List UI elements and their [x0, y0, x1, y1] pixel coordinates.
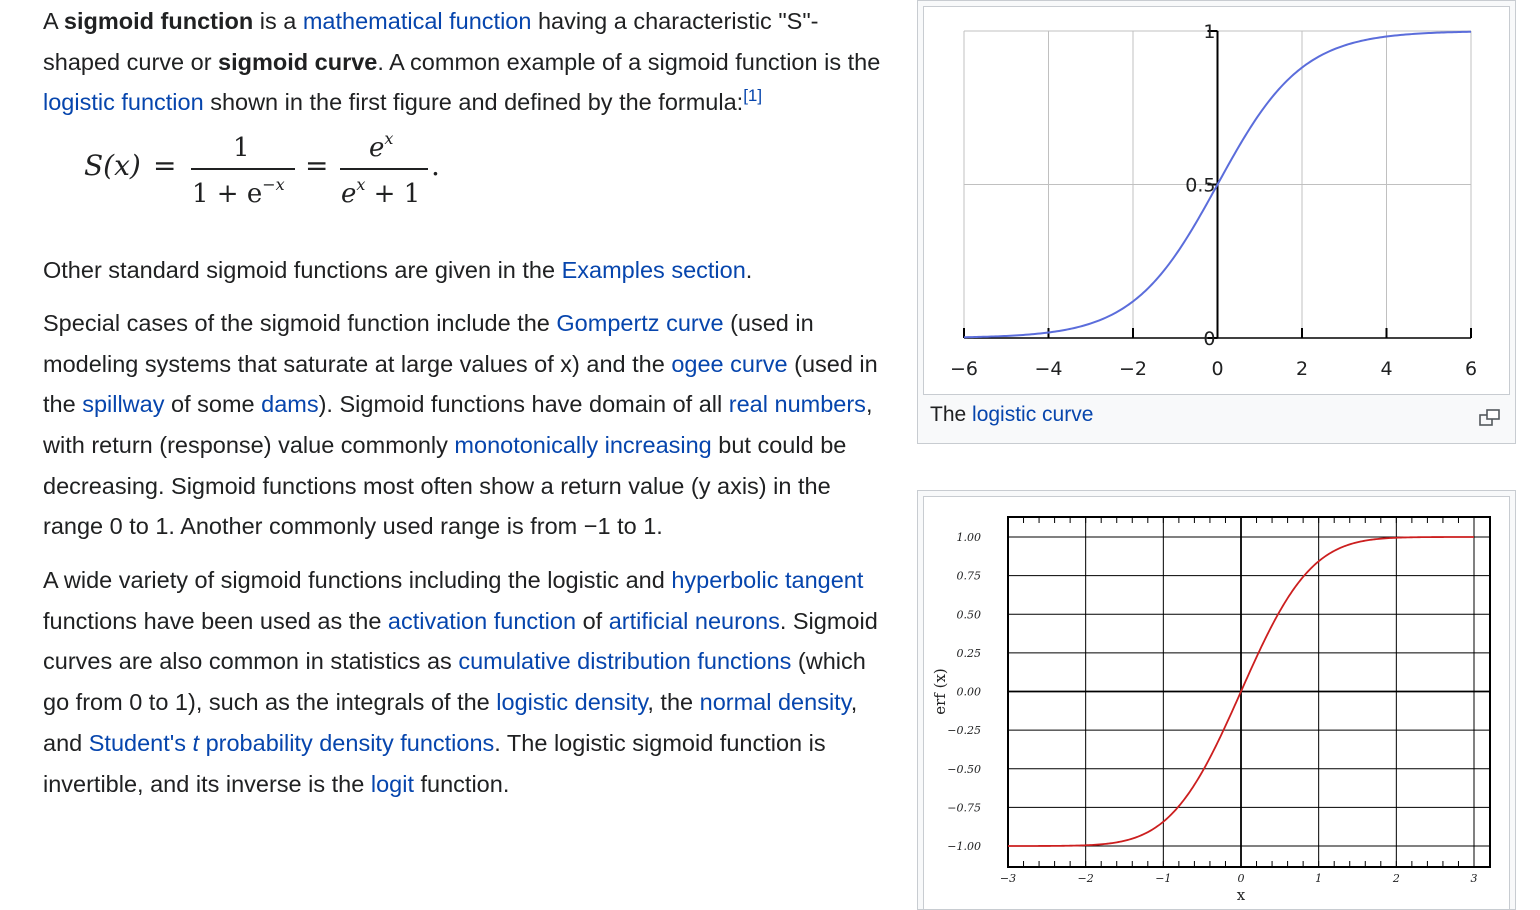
x-tick-label: 4 [1380, 358, 1392, 380]
fraction-bar-1 [191, 168, 295, 170]
fraction-bar-2 [340, 168, 428, 170]
formula-period: . [431, 146, 440, 187]
text-run: ). Sigmoid functions have domain of all [319, 391, 729, 417]
formula-equals-1: = [153, 146, 176, 187]
y-tick-label: 1.00 [957, 531, 982, 544]
y-tick-label: 0.00 [957, 686, 982, 699]
inline-link[interactable]: logistic density [496, 689, 647, 715]
examples-paragraph: Other standard sigmoid functions are giv… [43, 250, 893, 291]
text-run: functions have been used as the [43, 608, 388, 634]
formula-denominator-1: 1 + e−x [192, 174, 285, 215]
y-tick-label: 0.75 [957, 570, 982, 583]
x-tick-label: −2 [1078, 872, 1094, 885]
article-body: A sigmoid function is a mathematical fun… [43, 0, 893, 804]
inline-link[interactable]: mathematical function [303, 8, 532, 34]
text-run: . A common example of a sigmoid function… [377, 49, 880, 75]
x-tick-label: 0 [1211, 358, 1223, 380]
y-tick-label: 0.25 [957, 647, 982, 660]
y-tick-label: 0.5 [1185, 175, 1215, 197]
inline-link[interactable]: dams [261, 391, 318, 417]
y-tick-label: 1 [1203, 21, 1215, 43]
erf-curve-figure: 1.00 0.75 0.50 0.25 0.00 −0.25 −0.50 −0.75 −1.00… [917, 490, 1516, 910]
inline-link[interactable]: spillway [82, 391, 164, 417]
inline-link[interactable]: hyperbolic tangent [671, 567, 863, 593]
inline-link[interactable]: Student's [89, 730, 193, 756]
x-tick-label: 3 [1471, 872, 1478, 885]
y-tick-label: 0 [1203, 328, 1215, 350]
x-tick-label: −3 [1000, 872, 1016, 885]
formula-lhs: S(x) [84, 146, 141, 187]
text-run: , the [647, 689, 699, 715]
text-run: of some [164, 391, 261, 417]
enlarge-icon[interactable] [1479, 409, 1501, 427]
applications-paragraph: A wide variety of sigmoid functions incl… [43, 560, 893, 804]
inline-link[interactable]: real numbers [729, 391, 866, 417]
x-tick-label: 0 [1238, 872, 1245, 885]
formula-numerator-2: ex [369, 128, 393, 169]
inline-link[interactable]: cumulative distribution functions [458, 648, 791, 674]
y-tick-label: 0.50 [957, 608, 982, 621]
x-tick-label: −2 [1119, 358, 1147, 380]
inline-link[interactable]: Gompertz curve [556, 310, 723, 336]
text-run: Other standard sigmoid functions are giv… [43, 257, 562, 283]
text-run: is a [253, 8, 303, 34]
text-run: function. [414, 771, 509, 797]
formula-denominator-2: ex + 1 [341, 174, 420, 215]
y-tick-label: −0.25 [947, 724, 981, 737]
x-tick-label: 2 [1296, 358, 1308, 380]
text-run: Special cases of the sigmoid function in… [43, 310, 556, 336]
inline-link[interactable]: normal density [700, 689, 851, 715]
inline-link[interactable]: ogee curve [671, 351, 787, 377]
formula-equals-2: = [305, 146, 328, 187]
formula-numerator-1: 1 [233, 128, 250, 169]
y-tick-label: −1.00 [947, 840, 981, 853]
text-run: A [43, 8, 64, 34]
figure-caption: The logistic curve [930, 403, 1093, 427]
text-run: shown in the first figure and defined by… [204, 89, 744, 115]
logistic-chart: −6 −4 −2 0 2 4 6 1 0.5 0 [924, 7, 1509, 394]
intro-paragraph: A sigmoid function is a mathematical fun… [43, 1, 893, 123]
bold-term: sigmoid function [64, 8, 253, 34]
logistic-curve-image[interactable]: −6 −4 −2 0 2 4 6 1 0.5 0 [923, 6, 1510, 395]
text-run: A wide variety of sigmoid functions incl… [43, 567, 671, 593]
inline-link[interactable]: monotonically increasing [454, 432, 711, 458]
inline-link[interactable]: activation function [388, 608, 576, 634]
text-run: of [576, 608, 609, 634]
erf-chart: 1.00 0.75 0.50 0.25 0.00 −0.25 −0.50 −0.75 −1.00… [924, 497, 1509, 909]
bold-term: sigmoid curve [218, 49, 377, 75]
sigmoid-formula: S(x) = 1 1 + e−x = ex ex + 1 . [43, 128, 893, 238]
x-tick-label: 1 [1315, 872, 1322, 885]
special-cases-paragraph: Special cases of the sigmoid function in… [43, 303, 893, 547]
inline-link[interactable]: probability density functions [199, 730, 494, 756]
x-axis-label: x [1237, 886, 1246, 904]
x-tick-label: 6 [1465, 358, 1477, 380]
y-axis-label: erf (x) [931, 668, 949, 715]
text-run: . [746, 257, 753, 283]
logistic-curve-figure: −6 −4 −2 0 2 4 6 1 0.5 0 The logistic curve [917, 0, 1516, 444]
erf-curve-image[interactable]: 1.00 0.75 0.50 0.25 0.00 −0.25 −0.50 −0.75 −1.00… [923, 496, 1510, 910]
inline-link[interactable]: logistic function [43, 89, 204, 115]
inline-link[interactable]: Examples section [562, 257, 746, 283]
inline-link[interactable]: artificial neurons [609, 608, 780, 634]
x-tick-label: −4 [1034, 358, 1062, 380]
x-tick-label: −6 [950, 358, 978, 380]
x-tick-label: −1 [1155, 872, 1171, 885]
x-tick-label: 2 [1392, 872, 1400, 885]
logistic-curve-link[interactable]: logistic curve [972, 403, 1093, 426]
inline-link[interactable]: [1] [743, 86, 762, 105]
y-tick-label: −0.50 [947, 763, 981, 776]
y-tick-label: −0.75 [947, 801, 981, 814]
inline-link[interactable]: logit [371, 771, 414, 797]
